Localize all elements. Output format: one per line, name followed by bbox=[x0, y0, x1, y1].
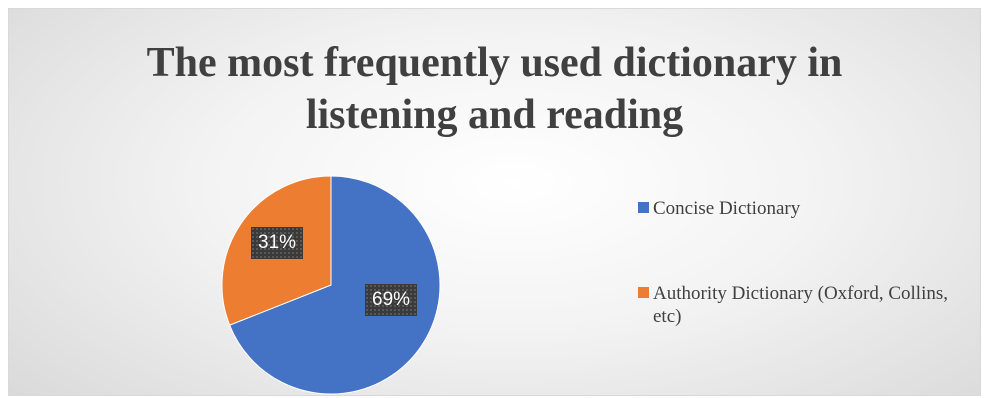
chart-area: The most frequently used dictionary in l… bbox=[8, 8, 981, 396]
legend-item-concise-dictionary[interactable]: Concise Dictionary bbox=[638, 197, 953, 220]
legend-swatch-authority-dictionary bbox=[638, 287, 649, 298]
chart-title-line-1: The most frequently used dictionary in bbox=[146, 40, 843, 86]
chart-title-line-2: listening and reading bbox=[305, 92, 684, 138]
data-label-authority-dictionary: 31% bbox=[251, 227, 304, 259]
pie-slice-concise-dictionary[interactable] bbox=[229, 175, 441, 395]
chart-title: The most frequently used dictionary in l… bbox=[9, 37, 980, 141]
legend-item-authority-dictionary[interactable]: Authority Dictionary (Oxford, Collins, e… bbox=[638, 282, 953, 328]
legend-swatch-concise-dictionary bbox=[638, 202, 649, 213]
data-label-concise-dictionary: 69% bbox=[365, 284, 418, 316]
legend-label-authority-dictionary: Authority Dictionary (Oxford, Collins, e… bbox=[653, 283, 948, 327]
legend-label-concise-dictionary: Concise Dictionary bbox=[653, 198, 801, 219]
